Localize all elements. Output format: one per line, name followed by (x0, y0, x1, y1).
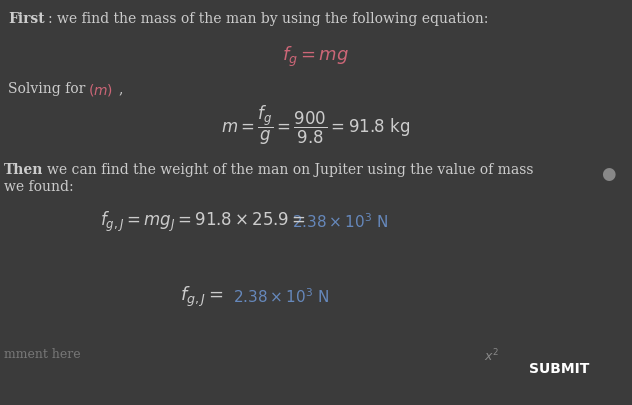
Text: ●: ● (601, 164, 615, 183)
Text: Solving for: Solving for (8, 82, 90, 96)
Text: $f_g = mg$: $f_g = mg$ (283, 45, 349, 69)
Text: : we can find the weight of the man on Jupiter using the value of mass: : we can find the weight of the man on J… (38, 162, 533, 177)
Text: : we find the mass of the man by using the following equation:: : we find the mass of the man by using t… (48, 12, 489, 26)
Text: $x^2$: $x^2$ (484, 347, 499, 364)
Text: we found:: we found: (4, 179, 73, 194)
Text: $2.38 \times 10^3\ \mathrm{N}$: $2.38 \times 10^3\ \mathrm{N}$ (233, 287, 330, 306)
Text: Then: Then (4, 162, 44, 177)
Text: mment here: mment here (4, 347, 81, 360)
Text: $m = \dfrac{f_g}{g} = \dfrac{900}{9.8} = 91.8\ \mathrm{kg}$: $m = \dfrac{f_g}{g} = \dfrac{900}{9.8} =… (221, 104, 411, 147)
Text: $2.38 \times 10^3\ \mathrm{N}$: $2.38 \times 10^3\ \mathrm{N}$ (292, 212, 388, 231)
Text: First: First (8, 12, 45, 26)
Text: ,: , (118, 82, 123, 96)
Text: SUBMIT: SUBMIT (529, 362, 590, 375)
Text: $f_{g,J} = $: $f_{g,J} = $ (180, 284, 224, 309)
Text: $f_{g,J} = mg_J = 91.8 \times 25.9 = $: $f_{g,J} = mg_J = 91.8 \times 25.9 = $ (100, 209, 306, 234)
Text: $(m)$: $(m)$ (88, 82, 113, 98)
